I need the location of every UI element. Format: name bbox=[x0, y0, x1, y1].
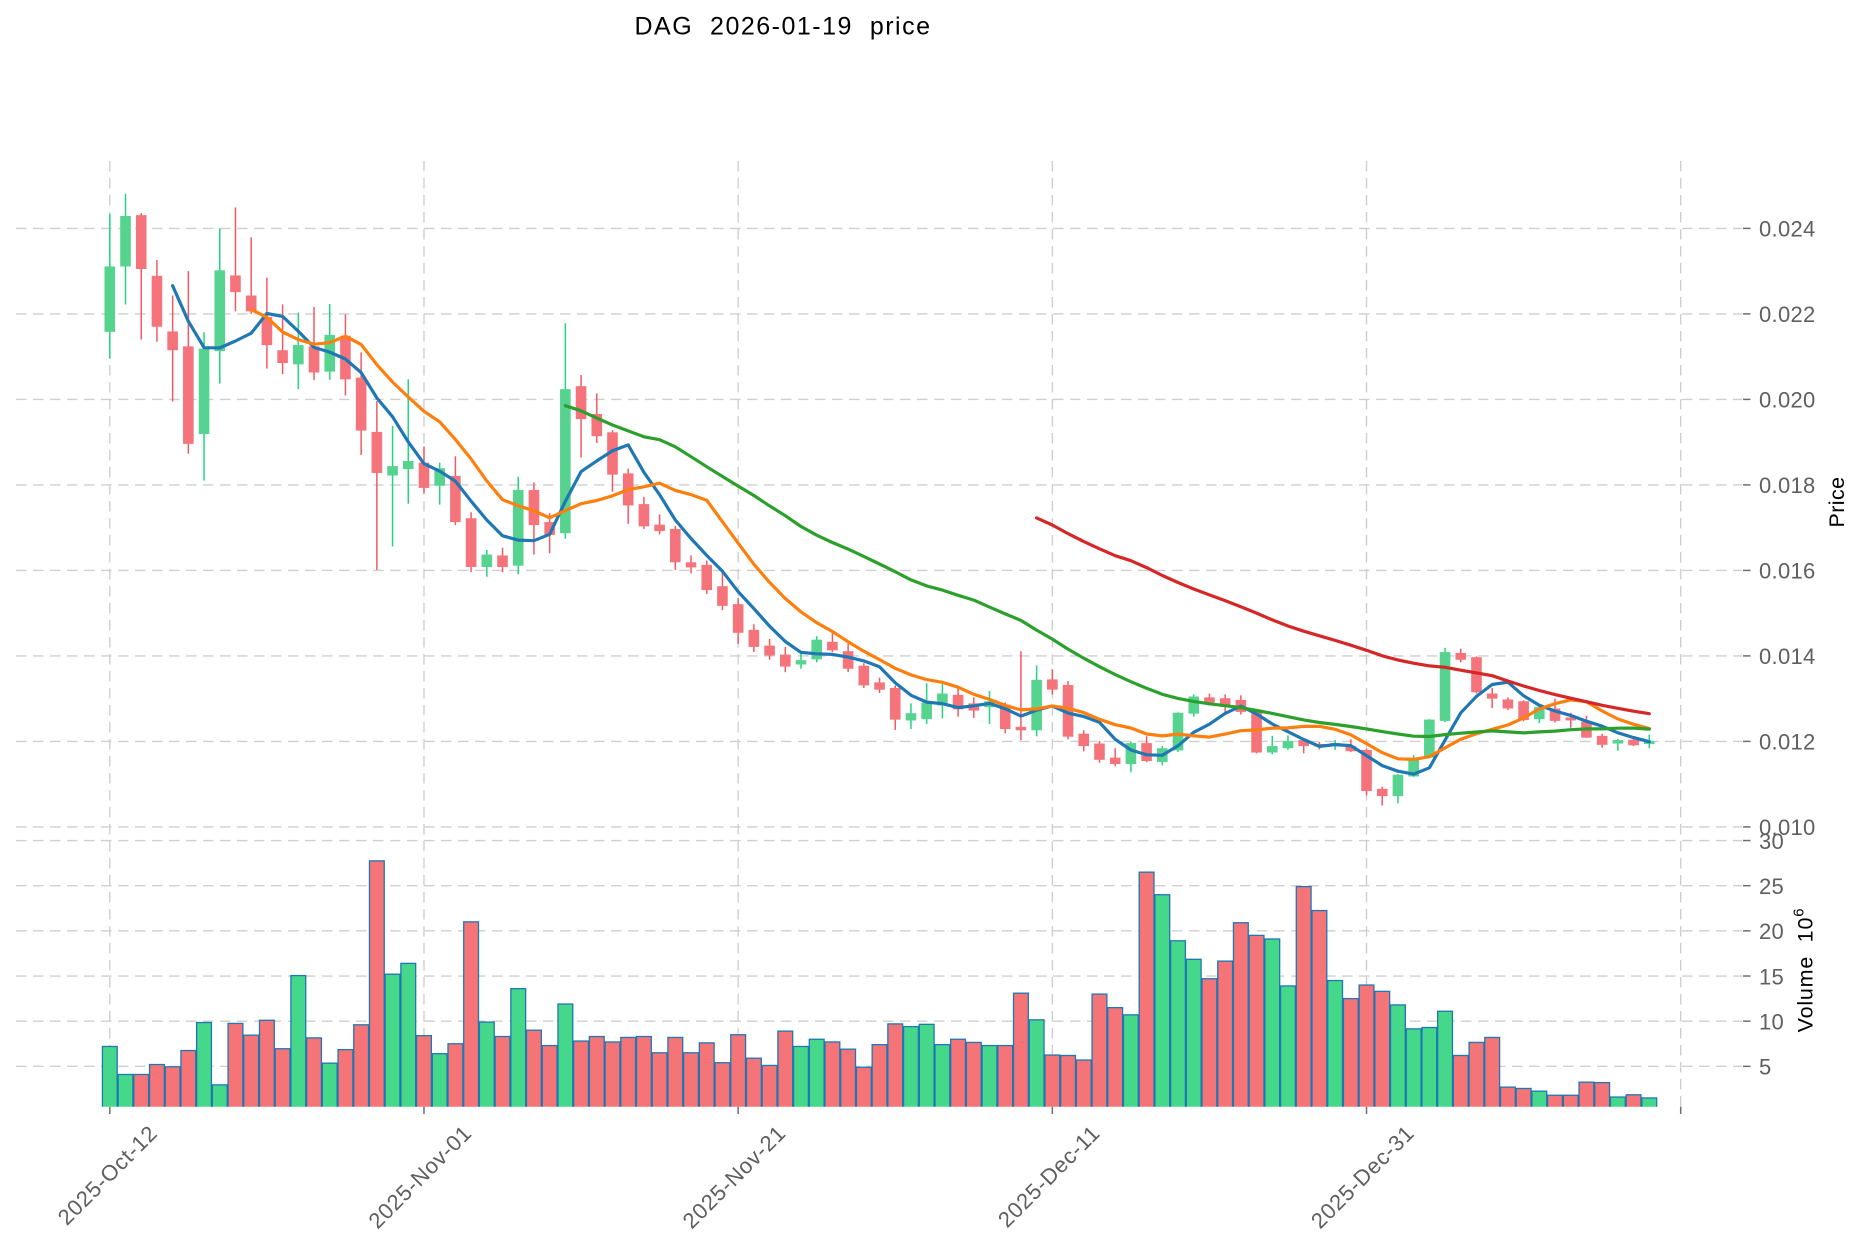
svg-text:Volume 106: Volume 106 bbox=[1791, 908, 1818, 1033]
svg-text:0.022: 0.022 bbox=[1759, 302, 1816, 327]
svg-text:0.012: 0.012 bbox=[1759, 730, 1816, 755]
svg-text:10: 10 bbox=[1759, 1010, 1784, 1035]
svg-text:Price: Price bbox=[1825, 477, 1849, 528]
svg-text:5: 5 bbox=[1759, 1055, 1772, 1080]
svg-text:0.010: 0.010 bbox=[1759, 815, 1816, 840]
svg-text:0.016: 0.016 bbox=[1759, 559, 1816, 584]
svg-text:0.014: 0.014 bbox=[1759, 644, 1816, 669]
svg-text:0.024: 0.024 bbox=[1759, 217, 1816, 242]
svg-text:30: 30 bbox=[1759, 829, 1784, 854]
svg-text:0.018: 0.018 bbox=[1759, 473, 1816, 498]
svg-text:DAG 2026-01-19 price: DAG 2026-01-19 price bbox=[634, 13, 931, 41]
svg-text:0.020: 0.020 bbox=[1759, 388, 1816, 413]
svg-text:25: 25 bbox=[1759, 874, 1784, 899]
svg-text:15: 15 bbox=[1759, 964, 1784, 989]
svg-text:20: 20 bbox=[1759, 919, 1784, 944]
